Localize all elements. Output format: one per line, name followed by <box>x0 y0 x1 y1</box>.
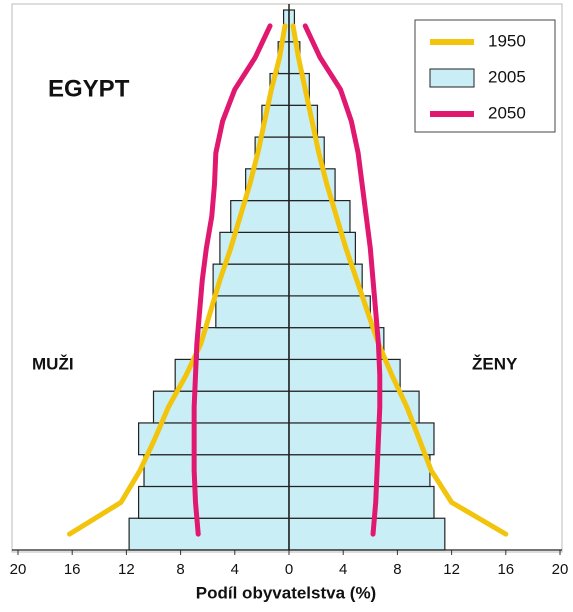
bar <box>288 358 401 392</box>
x-tick-label: 4 <box>339 561 347 578</box>
legend-label: 1950 <box>488 31 526 50</box>
bar <box>128 517 290 551</box>
bar <box>288 422 435 456</box>
bar <box>197 327 290 361</box>
chart-title: EGYPT <box>48 75 130 102</box>
bar <box>215 295 290 329</box>
x-tick-label: 8 <box>393 561 401 578</box>
x-tick-label: 0 <box>285 561 293 578</box>
series-line <box>66 23 288 537</box>
bar <box>143 454 290 488</box>
bar <box>288 327 385 361</box>
bar <box>137 485 290 519</box>
bar <box>288 295 371 329</box>
series-line <box>290 23 509 537</box>
legend-label: 2050 <box>488 103 526 122</box>
bar <box>288 517 446 551</box>
right-label: ŽENY <box>472 354 518 373</box>
x-tick-label: 20 <box>10 561 27 578</box>
series-line <box>302 23 383 537</box>
legend-swatch <box>429 68 475 88</box>
bar <box>288 485 435 519</box>
left-label: MUŽI <box>32 354 74 373</box>
bar <box>288 454 431 488</box>
x-tick-label: 20 <box>552 561 569 578</box>
series-line <box>191 23 273 537</box>
x-tick-label: 4 <box>231 561 239 578</box>
x-tick-label: 12 <box>118 561 135 578</box>
bar <box>288 263 363 297</box>
bar <box>137 422 290 456</box>
legend-label: 2005 <box>488 67 526 86</box>
x-tick-label: 16 <box>64 561 81 578</box>
x-tick-label: 12 <box>443 561 460 578</box>
x-axis-label: Podíl obyvatelstva (%) <box>196 583 376 602</box>
x-tick-label: 16 <box>497 561 514 578</box>
marks <box>12 4 562 555</box>
x-tick-label: 8 <box>176 561 184 578</box>
